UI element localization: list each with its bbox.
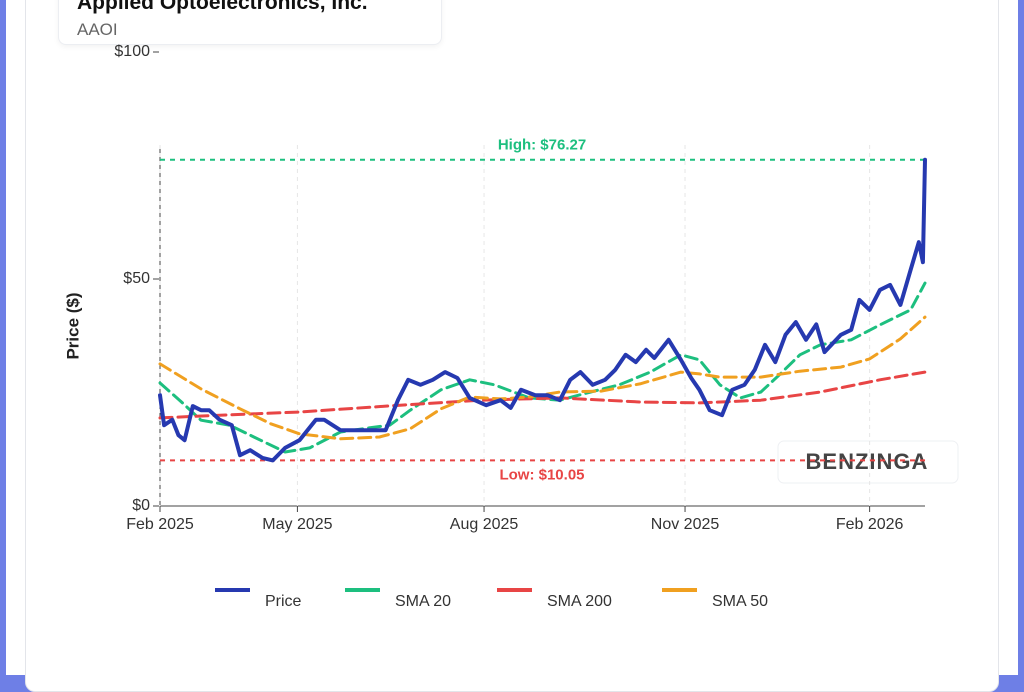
legend-label: SMA 20 xyxy=(395,593,451,610)
chart: Price ($) BENZINGA $0 $50 $100 Feb 2025 May … xyxy=(63,43,959,610)
x-tick-label: Feb 2025 xyxy=(126,516,194,533)
series-line xyxy=(158,315,927,441)
y-axis-title: Price ($) xyxy=(63,292,82,359)
series-line xyxy=(158,370,927,420)
annotation-label: High: $76.27 xyxy=(498,137,586,154)
x-tick-label: Aug 2025 xyxy=(450,516,519,533)
y-tick-label: $0 xyxy=(132,497,150,514)
annotation-label: Low: $10.05 xyxy=(499,466,584,483)
watermark-box xyxy=(777,440,959,484)
ticker: AAOI xyxy=(77,20,118,39)
legend-label: Price xyxy=(265,593,302,610)
chart-card xyxy=(25,0,999,692)
company-name: Applied Optoelectronics, Inc. xyxy=(77,0,368,14)
x-tick-label: Nov 2025 xyxy=(651,516,720,533)
page: Applied Optoelectronics, Inc. AAOI xyxy=(6,0,1018,692)
legend-label: SMA 50 xyxy=(712,593,768,610)
x-tick-label: May 2025 xyxy=(262,516,332,533)
watermark: BENZINGA xyxy=(806,449,929,474)
y-tick-label: $100 xyxy=(114,43,150,60)
page-body: Applied Optoelectronics, Inc. AAOI Price… xyxy=(6,0,1018,692)
legend-label: SMA 200 xyxy=(547,593,612,610)
title-box: Applied Optoelectronics, Inc. AAOI xyxy=(58,0,442,45)
series-line xyxy=(158,157,927,463)
y-tick-label: $50 xyxy=(123,270,150,287)
x-tick-label: Feb 2026 xyxy=(836,516,904,533)
